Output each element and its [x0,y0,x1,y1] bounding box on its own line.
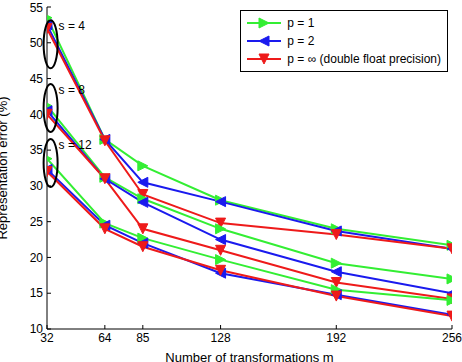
svg-text:Number of transformations m: Number of transformations m [165,350,333,362]
svg-text:256: 256 [442,331,454,345]
svg-text:50: 50 [30,36,44,50]
html-text:p = 1: p = 1 [287,16,315,30]
svg-text:15: 15 [30,286,44,300]
svg-text:10: 10 [30,322,44,336]
svg-text:45: 45 [30,72,44,86]
svg-text:Representation error (%): Representation error (%) [8,96,10,239]
svg-text:40: 40 [30,108,44,122]
svg-text:128: 128 [211,331,231,345]
html-text:p = ∞ (double float precision): p = ∞ (double float precision) [287,52,441,66]
svg-text:32: 32 [40,330,54,345]
html-text:p = 2: p = 2 [287,34,315,48]
svg-text:s = 4: s = 4 [59,19,86,33]
svg-text:55: 55 [30,1,44,15]
svg-text:85: 85 [136,331,150,345]
svg-text:64: 64 [98,331,112,345]
svg-text:35: 35 [30,143,44,157]
svg-text:30: 30 [30,179,44,193]
svg-text:192: 192 [326,331,346,345]
svg-text:25: 25 [30,215,44,229]
svg-text:s = 12: s = 12 [59,138,92,152]
svg-text:20: 20 [30,251,44,265]
svg-text:s = 8: s = 8 [59,83,86,97]
